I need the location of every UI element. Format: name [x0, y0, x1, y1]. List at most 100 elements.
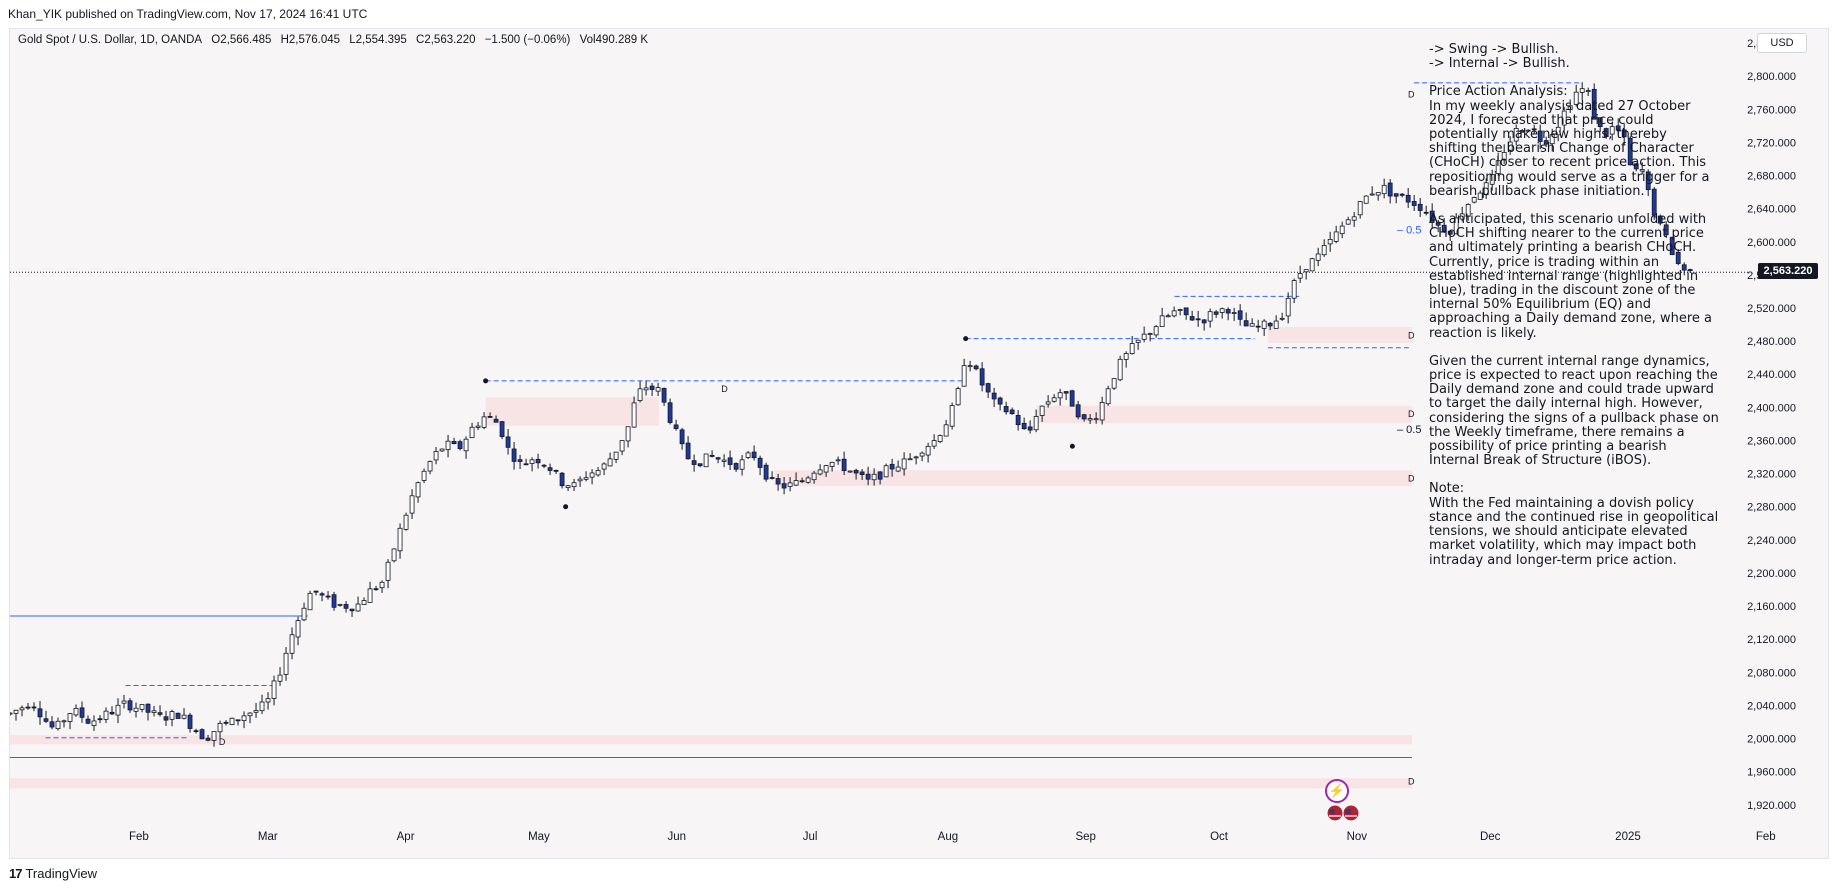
lightning-icon[interactable]: ⚡	[1325, 779, 1349, 803]
zone-label: D	[1408, 330, 1415, 340]
y-tick-label: 2,640.000	[1747, 204, 1796, 216]
candle-body	[865, 473, 871, 480]
candle-body	[469, 426, 475, 439]
symbol-name[interactable]: Gold Spot / U.S. Dollar, 1D, OANDA	[18, 34, 203, 46]
y-tick-label: 2,240.000	[1747, 535, 1796, 547]
candle-body	[1051, 397, 1057, 402]
candle-body	[733, 463, 739, 470]
candle-body	[1015, 414, 1021, 426]
candle-body	[649, 385, 655, 390]
y-tick-label: 2,120.000	[1747, 634, 1796, 646]
candle-body	[271, 680, 277, 699]
candle-body	[775, 478, 781, 485]
us-flag-icon[interactable]	[1326, 804, 1362, 822]
candle-body	[445, 440, 451, 451]
candle-body	[31, 706, 37, 709]
notes-header-line1: -> Swing -> Bullish.	[1429, 42, 1559, 57]
candle-body	[925, 445, 931, 456]
candle-body	[217, 722, 223, 733]
y-tick-label: 2,360.000	[1747, 435, 1796, 447]
candle-body	[559, 472, 565, 487]
candle-body	[901, 458, 907, 470]
candle-body	[829, 461, 835, 467]
candle-body	[1645, 171, 1651, 191]
candle-body	[229, 717, 235, 726]
candle-body	[1135, 339, 1141, 343]
candle-body	[1141, 333, 1147, 340]
candle-body	[1009, 409, 1015, 414]
x-tick-label: Mar	[258, 831, 278, 843]
tradingview-logo[interactable]: 17 TradingView	[9, 866, 97, 881]
zone-label: D	[1408, 409, 1415, 419]
candle-body	[961, 365, 967, 387]
candle-body	[1537, 130, 1543, 142]
candle-body	[847, 470, 853, 473]
candle-body	[25, 706, 31, 709]
candle-body	[967, 365, 973, 368]
candle-body	[1081, 414, 1087, 420]
candle-body	[121, 700, 127, 704]
candle-body	[1171, 310, 1177, 317]
candle-body	[547, 467, 553, 471]
x-tick-label: Feb	[129, 831, 149, 843]
y-tick-label: 2,040.000	[1747, 700, 1796, 712]
candle-body	[97, 718, 103, 721]
candle-body	[1357, 201, 1363, 216]
candle-body	[493, 418, 499, 423]
candle-body	[1105, 388, 1111, 405]
candle-body	[691, 460, 697, 465]
candle-body	[721, 459, 727, 462]
top-bar: Khan_YIK published on TradingView.com, N…	[0, 0, 1835, 28]
candle-body	[1285, 297, 1291, 317]
candle-body	[487, 416, 493, 418]
candle-body	[511, 448, 517, 462]
x-tick-label: Apr	[397, 831, 415, 843]
candle-body	[643, 387, 649, 391]
candle-body	[1597, 117, 1603, 128]
demand-zone	[10, 778, 1412, 789]
candle-body	[325, 595, 331, 598]
candle-body	[1033, 416, 1039, 431]
currency-selector[interactable]: USD	[1757, 33, 1807, 53]
notes-header-line2: -> Internal -> Bullish.	[1429, 56, 1570, 72]
candle-body	[787, 482, 793, 487]
candle-body	[1651, 188, 1657, 216]
candle-body	[1459, 213, 1465, 220]
candle-body	[1417, 203, 1423, 211]
candle-body	[253, 710, 259, 713]
candle-body	[1231, 312, 1237, 314]
analysis-notes[interactable]: -> Swing -> Bullish. -> Internal -> Bull…	[1429, 42, 1719, 582]
last-price-tag: 2,563.220	[1758, 263, 1818, 280]
candle-body	[1069, 390, 1075, 407]
candle-body	[1177, 309, 1183, 311]
candle-body	[607, 458, 613, 467]
candle-body	[1117, 358, 1123, 381]
y-tick-label: 2,800.000	[1747, 71, 1796, 83]
candle-body	[1639, 169, 1645, 172]
candle-body	[1399, 193, 1405, 196]
demand-zone	[485, 397, 659, 426]
y-tick-label: 1,920.000	[1747, 800, 1796, 812]
candle-body	[1429, 210, 1435, 223]
candle-body	[667, 402, 673, 423]
candle-body	[889, 463, 895, 470]
candle-body	[157, 712, 163, 715]
candle-body	[1447, 230, 1453, 235]
candle-body	[529, 459, 535, 464]
candle-body	[697, 463, 703, 467]
ohlc-high: H2,576.045	[280, 34, 341, 46]
candle-body	[1267, 322, 1273, 327]
y-tick-label: 2,520.000	[1747, 303, 1796, 315]
swing-point	[563, 504, 569, 510]
candle-body	[199, 729, 205, 740]
candle-body	[1495, 160, 1501, 174]
x-tick-label: Jun	[667, 831, 686, 843]
candle-body	[1123, 353, 1129, 360]
candle-body	[43, 718, 49, 722]
eq-label: – 0.5	[1397, 224, 1421, 236]
x-tick-label: Aug	[938, 831, 958, 843]
candle-body	[541, 464, 547, 467]
candle-body	[1513, 128, 1519, 142]
